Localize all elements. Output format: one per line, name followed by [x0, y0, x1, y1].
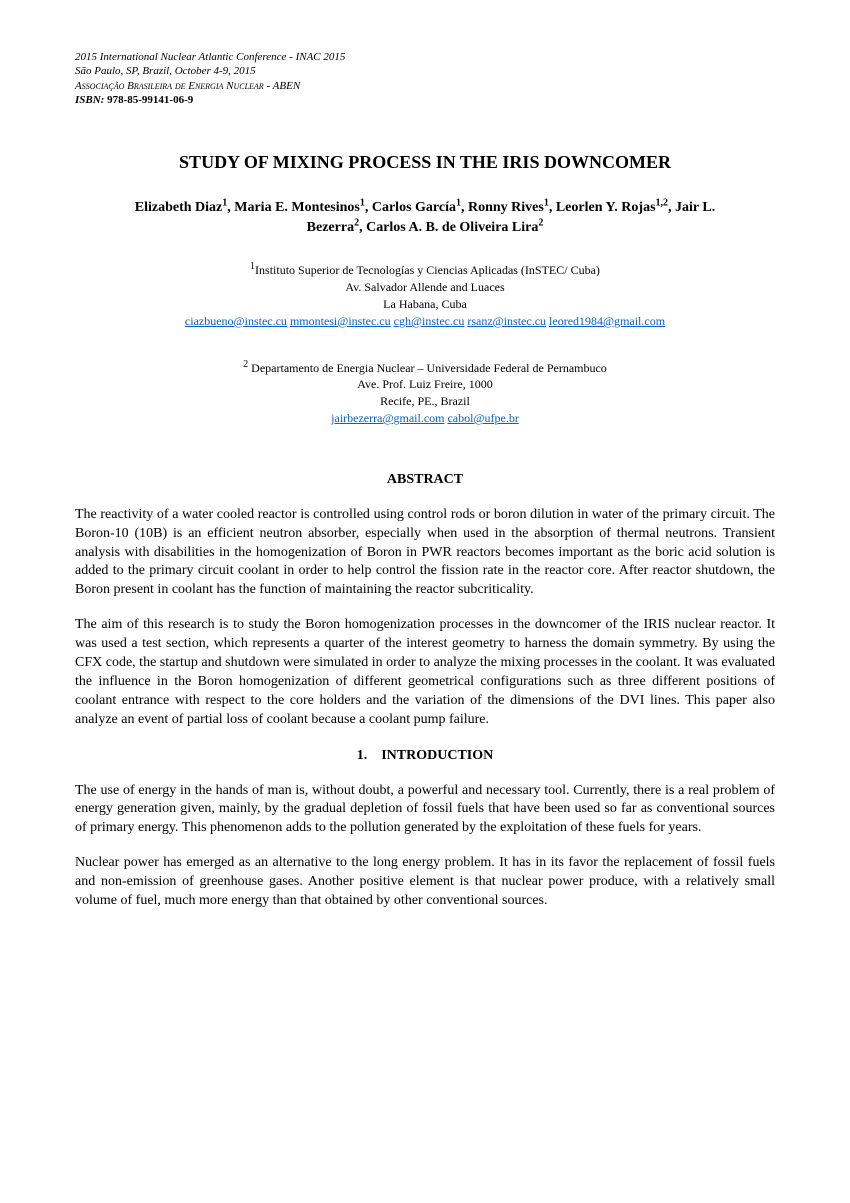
conference-location: São Paulo, SP, Brazil, October 4-9, 2015: [75, 64, 775, 78]
affiliation-2: 2 Departamento de Energia Nuclear – Univ…: [75, 360, 775, 427]
affiliation-1-emails: ciazbueno@instec.cu mmontesi@instec.cu c…: [75, 313, 775, 330]
isbn-value: 978-85-99141-06-9: [107, 94, 193, 106]
abstract-paragraph-1: The reactivity of a water cooled reactor…: [75, 506, 775, 600]
abstract-heading: ABSTRACT: [75, 472, 775, 488]
affiliation-2-name: 2 Departamento de Energia Nuclear – Univ…: [75, 360, 775, 377]
isbn-label: ISBN:: [75, 94, 104, 106]
paper-title: STUDY OF MIXING PROCESS IN THE IRIS DOWN…: [75, 152, 775, 173]
email-link[interactable]: ciazbueno@instec.cu: [185, 314, 287, 328]
email-link[interactable]: mmontesi@instec.cu: [290, 314, 391, 328]
affiliation-2-emails: jairbezerra@gmail.com cabol@ufpe.br: [75, 410, 775, 427]
email-link[interactable]: cgh@instec.cu: [394, 314, 465, 328]
conference-org: Associação Brasileira de Energia Nuclear…: [75, 79, 775, 93]
intro-paragraph-2: Nuclear power has emerged as an alternat…: [75, 854, 775, 911]
affiliation-1-addr2: La Habana, Cuba: [75, 296, 775, 313]
affiliation-1-name: 1Instituto Superior de Tecnologías y Cie…: [75, 262, 775, 279]
intro-paragraph-1: The use of energy in the hands of man is…: [75, 782, 775, 839]
email-link[interactable]: rsanz@instec.cu: [467, 314, 546, 328]
affiliation-2-addr2: Recife, PE., Brazil: [75, 393, 775, 410]
section-1-heading: 1. INTRODUCTION: [75, 748, 775, 764]
affiliation-1-addr1: Av. Salvador Allende and Luaces: [75, 279, 775, 296]
affiliation-1: 1Instituto Superior de Tecnologías y Cie…: [75, 262, 775, 329]
isbn: ISBN: 978-85-99141-06-9: [75, 93, 775, 107]
authors-list: Elizabeth Diaz1, Maria E. Montesinos1, C…: [115, 198, 735, 237]
affiliation-2-addr1: Ave. Prof. Luiz Freire, 1000: [75, 376, 775, 393]
email-link[interactable]: jairbezerra@gmail.com: [331, 411, 444, 425]
conference-header: 2015 International Nuclear Atlantic Conf…: [75, 50, 775, 107]
email-link[interactable]: leored1984@gmail.com: [549, 314, 665, 328]
conference-name: 2015 International Nuclear Atlantic Conf…: [75, 50, 775, 64]
email-link[interactable]: cabol@ufpe.br: [447, 411, 518, 425]
abstract-paragraph-2: The aim of this research is to study the…: [75, 616, 775, 729]
